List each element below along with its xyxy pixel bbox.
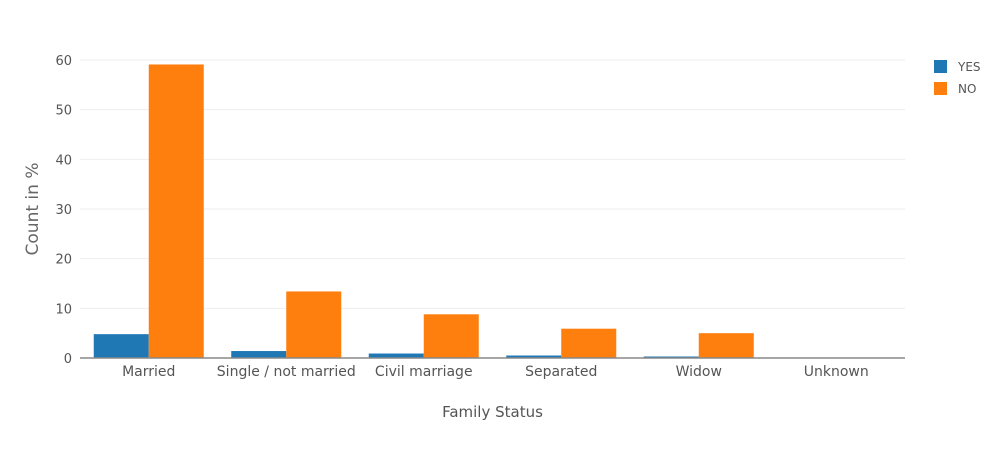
x-tick-label: Unknown [804, 364, 869, 380]
bar-no-0[interactable] [148, 64, 204, 358]
y-tick-label: 60 [55, 54, 72, 69]
bars [93, 64, 754, 358]
y-tick-label: 50 [55, 104, 72, 119]
bar-no-1[interactable] [286, 291, 342, 358]
x-tick-label: Widow [676, 364, 722, 380]
x-tick-label: Single / not married [217, 364, 356, 380]
bar-no-2[interactable] [423, 314, 479, 358]
bar-yes-0[interactable] [93, 334, 149, 358]
bar-yes-1[interactable] [231, 351, 287, 358]
legend[interactable]: YES NO [934, 60, 981, 96]
bar-no-3[interactable] [561, 328, 617, 358]
legend-swatch-yes[interactable] [934, 60, 947, 73]
x-tick-label: Separated [525, 364, 597, 380]
y-tick-label: 0 [64, 352, 72, 367]
x-tick-label: Married [122, 364, 175, 380]
legend-label-yes[interactable]: YES [957, 60, 981, 74]
bar-no-4[interactable] [698, 333, 754, 358]
y-tick-label: 10 [55, 302, 72, 317]
y-axis-title: Count in % [23, 163, 43, 256]
y-tick-label: 30 [55, 203, 72, 218]
legend-swatch-no[interactable] [934, 82, 947, 95]
y-tick-label: 40 [55, 153, 72, 168]
x-axis-ticks: Married Single / not married Civil marriag… [122, 364, 869, 380]
x-tick-label: Civil marriage [375, 364, 473, 380]
grid-lines [80, 59, 905, 309]
legend-label-no[interactable]: NO [958, 82, 976, 96]
x-axis-title: Family Status [442, 403, 543, 421]
y-tick-label: 20 [55, 253, 72, 268]
y-axis-ticks: 0 10 20 30 40 50 60 [55, 54, 72, 367]
bar-yes-3[interactable] [506, 355, 562, 358]
bar-yes-2[interactable] [368, 353, 424, 358]
